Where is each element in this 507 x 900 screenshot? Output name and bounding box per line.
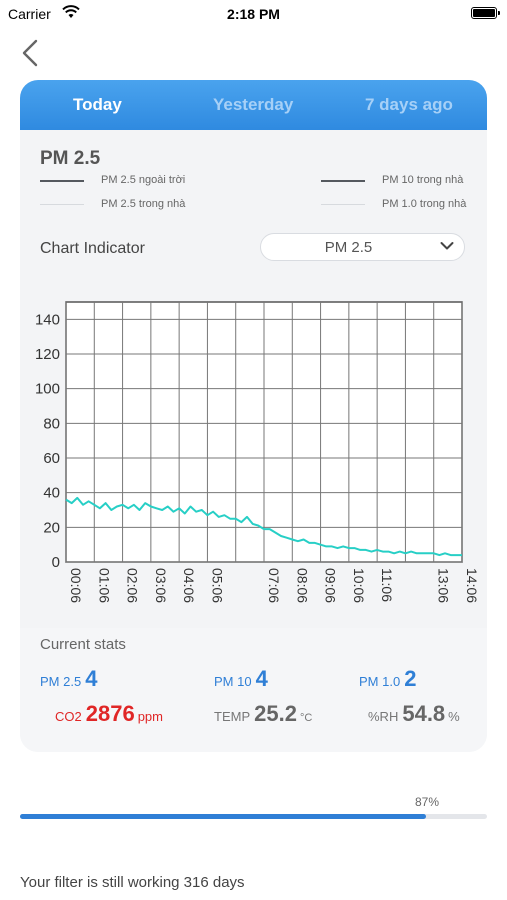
tab-yesterday[interactable]: Yesterday [213,95,294,114]
stat-pm25: PM 2.5 4 [40,666,97,692]
battery-icon [471,7,500,19]
x-tick-label: 09:06 [323,568,339,603]
legend-line-pm10-small-indoor [321,204,365,205]
legend-pm25-outdoor: PM 2.5 ngoài trời [101,174,186,186]
stat-pm10-label: PM 10 [214,674,252,689]
y-tick-label: 20 [43,519,60,536]
chart-indicator-label: Chart Indicator [40,240,145,257]
y-tick-label: 120 [35,346,60,363]
stat-co2-unit: ppm [137,709,163,724]
filter-status-text: Your filter is still working 316 days [20,874,245,891]
stat-pm10-value: 4 [255,666,268,691]
stat-rh: %RH 54.8% [368,701,460,727]
current-stats: Current stats PM 2.5 4 PM 10 4 PM 1.0 2 CO2… [20,628,487,752]
y-tick-label: 100 [35,381,60,398]
wifi-icon [62,5,80,24]
x-tick-label: 14:06 [464,568,480,603]
current-stats-title: Current stats [40,636,126,653]
chart-indicator-select[interactable]: PM 2.5 [260,233,465,261]
y-tick-label: 40 [43,485,60,502]
tab-7-days-ago[interactable]: 7 days ago [365,95,453,114]
chart-title: PM 2.5 [40,148,101,169]
stat-pm1-value: 2 [404,666,417,691]
filter-progress-bar [20,814,487,819]
stat-pm25-label: PM 2.5 [40,674,82,689]
legend-line-pm25-indoor [40,204,84,205]
stat-pm10: PM 10 4 [214,666,268,692]
y-tick-label: 60 [43,450,60,467]
stat-rh-value: 54.8 [402,701,446,726]
x-tick-label: 05:06 [209,568,225,603]
stat-pm1: PM 1.0 2 [359,666,416,692]
stat-co2-label: CO2 [55,709,82,724]
chart-panel: PM 2.5 PM 2.5 ngoài trời PM 10 trong nhà… [20,130,487,700]
filter-progress-label: 87% [414,795,439,809]
stat-rh-label: %RH [368,709,399,724]
x-tick-label: 07:06 [266,568,282,603]
stat-pm1-label: PM 1.0 [359,674,401,689]
stat-temp-label: TEMP [214,709,251,724]
back-button[interactable] [18,38,46,68]
air-quality-card: Today Yesterday 7 days ago PM 2.5 PM 2.5… [20,80,487,752]
x-tick-label: 03:06 [153,568,169,603]
stat-temp: TEMP 25.2 °C [214,701,312,727]
stat-co2-value: 2876 [85,701,135,726]
stat-temp-unit: °C [299,712,313,724]
y-tick-label: 140 [35,311,60,328]
chevron-left-icon [22,39,38,67]
pm25-line-chart: 0 20 40 60 80 100 120 140 00:06 01:06 02:06 03:06 04… [35,301,480,603]
stat-rh-unit: % [448,709,460,724]
chart-indicator-value: PM 2.5 [324,239,373,256]
legend-pm10-indoor: PM 10 trong nhà [382,174,464,186]
carrier-label: Carrier [8,6,51,22]
status-bar: Carrier 2:18 PM [0,0,507,28]
day-tabs: Today Yesterday 7 days ago [20,80,487,130]
chevron-down-icon [440,242,454,250]
x-tick-label: 02:06 [125,568,141,603]
filter-progress-fill [20,814,427,819]
x-tick-label: 08:06 [294,568,310,603]
legend-line-pm25-outdoor [40,180,84,182]
x-tick-label: 00:06 [68,568,84,603]
x-tick-label: 10:06 [351,568,367,603]
x-tick-label: 11:06 [379,568,395,602]
stat-pm25-value: 4 [85,666,98,691]
y-tick-label: 0 [52,554,60,571]
x-tick-label: 13:06 [436,568,452,603]
pm25-series-line [65,496,462,557]
legend-pm1-indoor: PM 1.0 trong nhà [382,198,467,210]
stat-co2: CO2 2876 ppm [55,701,163,727]
legend-pm25-indoor: PM 2.5 trong nhà [101,198,186,210]
x-tick-label: 04:06 [181,568,197,603]
clock: 2:18 PM [227,6,280,22]
stat-temp-value: 25.2 [254,701,297,726]
legend-line-pm10-indoor [321,180,365,182]
x-tick-label: 01:06 [96,568,112,603]
y-tick-label: 80 [43,415,60,432]
tab-today[interactable]: Today [73,95,122,114]
